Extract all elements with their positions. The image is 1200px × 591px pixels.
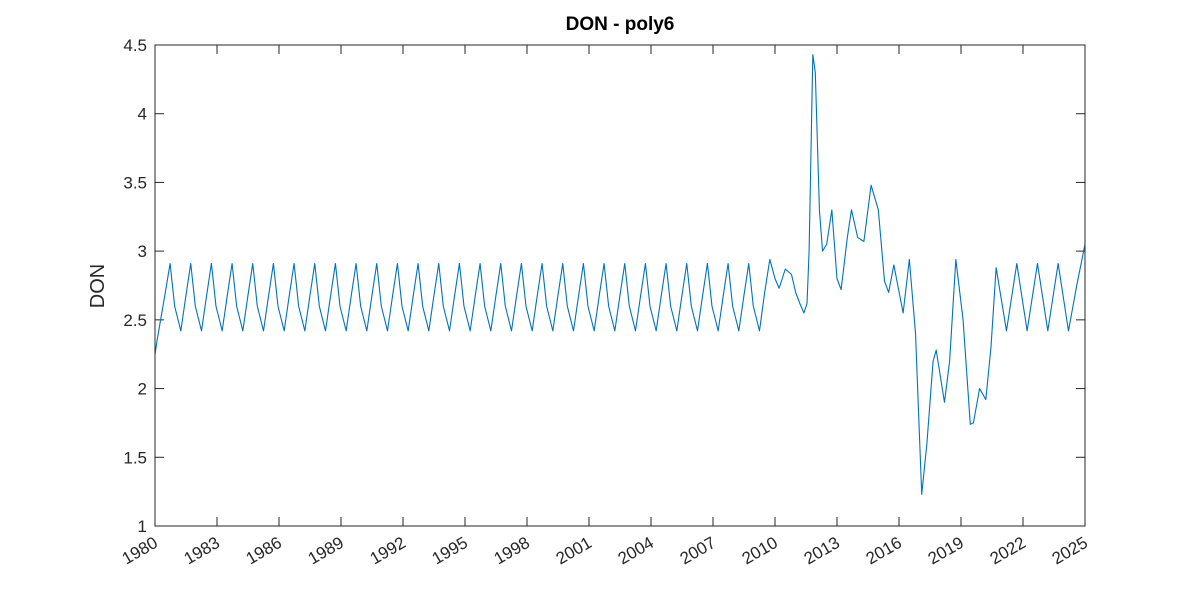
y-tick-label: 3 (138, 242, 147, 261)
plot-frame (154, 44, 1086, 527)
chart-title: DON - poly6 (566, 14, 675, 35)
y-tick-label: 1 (138, 517, 147, 536)
y-tick-label: 4 (138, 105, 147, 124)
data-line (154, 54, 1086, 495)
y-tick-label: 2 (138, 380, 147, 399)
y-tick-label: 3.5 (123, 173, 147, 192)
y-tick-label: 4.5 (123, 36, 147, 55)
y-tick-label: 1.5 (123, 448, 147, 467)
y-axis-label: DON (87, 264, 109, 308)
y-tick-label: 2.5 (123, 311, 147, 330)
